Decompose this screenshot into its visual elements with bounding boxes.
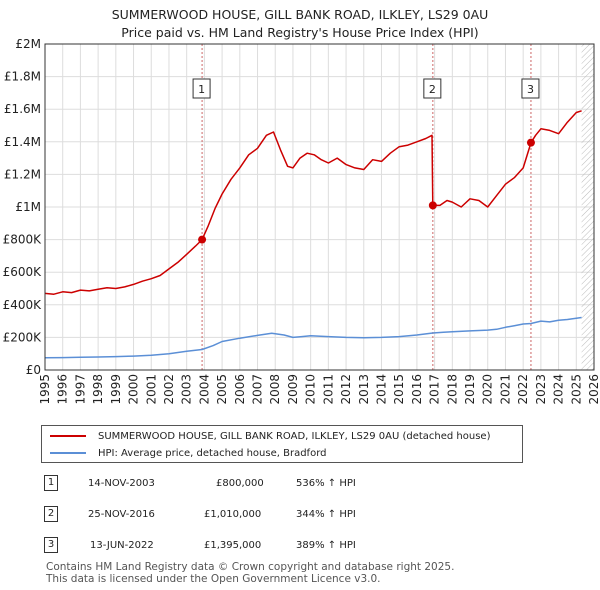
x-tick-label: 1995 [38,374,52,405]
y-tick-label: £0 [26,363,41,377]
legend-item-property: SUMMERWOOD HOUSE, GILL BANK ROAD, ILKLEY… [50,428,491,444]
transaction-row: 2 25-NOV-2016 £1,010,000 344% ↑ HPI [40,506,560,526]
x-tick-label: 2008 [268,374,282,405]
y-tick-label: £1.8M [4,70,41,84]
x-tick-label: 2023 [534,374,548,405]
transaction-badge: 2 [44,506,58,522]
future-hatch-region [581,44,594,370]
y-tick-label: £1.6M [4,102,41,116]
footer-license: This data is licensed under the Open Gov… [46,573,381,585]
legend-item-hpi: HPI: Average price, detached house, Brad… [50,445,326,461]
legend-label-property: SUMMERWOOD HOUSE, GILL BANK ROAD, ILKLEY… [98,430,491,442]
sale-point [428,201,437,210]
x-tick-label: 2010 [304,374,318,405]
transaction-row: 3 13-JUN-2022 £1,395,000 389% ↑ HPI [40,537,560,557]
x-tick-label: 1996 [56,374,70,405]
x-tick-label: 2025 [569,374,583,405]
sale-point [198,235,207,244]
transaction-row: 1 14-NOV-2003 £800,000 536% ↑ HPI [40,475,560,495]
transaction-price: £1,010,000 [204,509,262,520]
transaction-date: 13-JUN-2022 [90,540,154,551]
x-tick-label: 2018 [445,374,459,405]
x-tick-label: 1999 [109,374,123,405]
x-tick-label: 2015 [392,374,406,405]
plot-frame [44,43,595,371]
y-tick-label: £1.2M [4,167,41,181]
y-tick-label: £800K [3,233,43,247]
x-tick-label: 1998 [91,374,105,405]
legend-label-hpi: HPI: Average price, detached house, Brad… [98,447,327,459]
footer-copyright: Contains HM Land Registry data © Crown c… [46,561,455,573]
transaction-date: 25-NOV-2016 [88,509,155,520]
sale-number-box [521,78,540,99]
y-tick-label: £2M [15,37,41,51]
chart-title: SUMMERWOOD HOUSE, GILL BANK ROAD, ILKLEY… [111,7,489,22]
x-tick-label: 2000 [127,374,141,405]
sale-number-box [423,78,442,99]
x-tick-label: 2009 [286,374,300,405]
y-tick-label: £200K [3,330,43,344]
transaction-badge: 1 [44,475,58,491]
transaction-date: 14-NOV-2003 [88,478,155,489]
sale-number-box [192,78,211,99]
x-tick-label: 2014 [374,374,388,405]
y-tick-label: £400K [3,298,43,312]
property-price-line [44,110,582,295]
x-tick-label: 2002 [162,374,176,405]
hpi-line [44,316,582,359]
line-chart: 1 2 3 £0 £200K £400K £600K £800K £1M £1.2M £1.4M £… [3,37,600,405]
sale-number-label: 3 [527,83,534,96]
transaction-hpi: 344% ↑ HPI [296,509,356,520]
x-tick-label: 2012 [339,374,353,405]
x-tick-label: 2001 [144,374,158,405]
x-tick-label: 2003 [180,374,194,405]
transaction-badge: 3 [44,537,58,553]
y-tick-label: £1.4M [4,135,41,149]
x-tick-label: 2004 [197,374,211,405]
x-tick-label: 2022 [516,374,530,405]
chart-subtitle: Price paid vs. HM Land Registry's House … [121,25,479,40]
x-tick-label: 2006 [233,374,247,405]
x-tick-label: 2007 [251,374,265,405]
sale-point [526,138,535,147]
transaction-hpi: 536% ↑ HPI [296,478,356,489]
legend-swatch-property [50,435,86,437]
x-tick-label: 2005 [215,374,229,405]
sale-number-label: 1 [198,83,205,96]
transaction-price: £1,395,000 [204,540,262,551]
legend-swatch-hpi [50,452,86,454]
x-tick-label: 2017 [428,374,442,405]
x-tick-label: 2016 [410,374,424,405]
x-tick-label: 2011 [321,374,335,405]
x-tick-label: 1997 [73,374,87,405]
legend: SUMMERWOOD HOUSE, GILL BANK ROAD, ILKLEY… [41,425,523,463]
x-tick-label: 2021 [498,374,512,405]
transaction-hpi: 389% ↑ HPI [296,540,356,551]
x-tick-label: 2024 [552,374,566,405]
y-tick-label: £600K [3,265,43,279]
x-tick-label: 2020 [481,374,495,405]
transaction-price: £800,000 [216,478,264,489]
y-tick-label: £1M [15,200,41,214]
x-tick-label: 2026 [587,374,600,405]
x-tick-label: 2013 [357,374,371,405]
x-tick-label: 2019 [463,374,477,405]
sale-number-label: 2 [429,83,436,96]
